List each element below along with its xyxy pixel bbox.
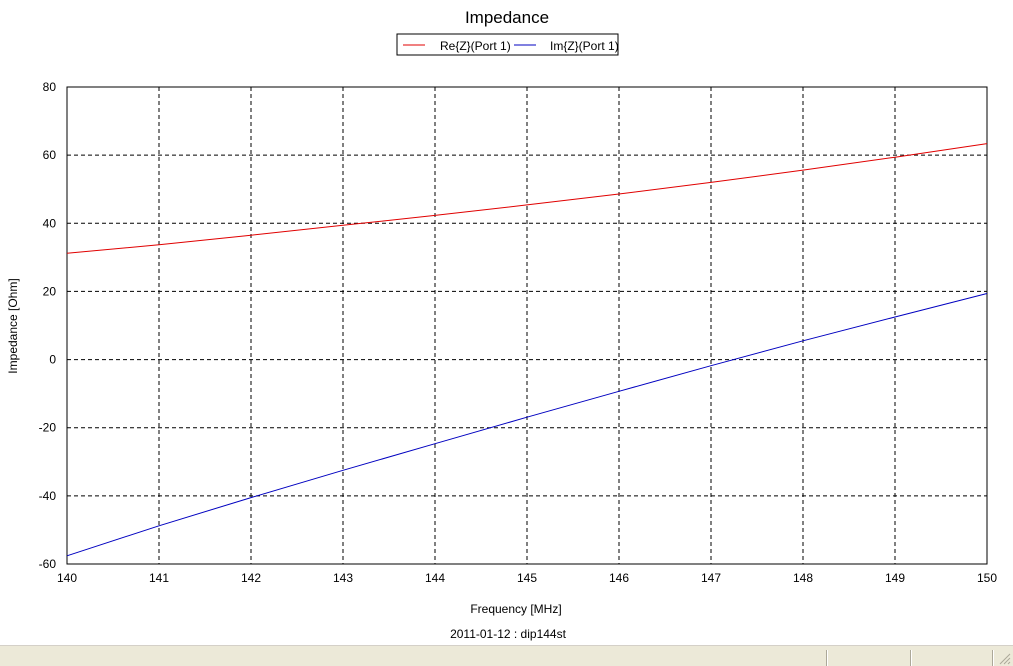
y-tick-label: -40 <box>39 489 57 503</box>
legend-label-im: Im{Z}(Port 1) <box>550 39 619 53</box>
x-tick-labels: 140 141 142 143 144 145 146 147 148 149 150 <box>57 571 997 585</box>
legend-box <box>396 33 619 56</box>
series-line-re <box>66 143 988 254</box>
x-tick-label: 142 <box>241 571 261 585</box>
x-tick-label: 140 <box>57 571 77 585</box>
y-tick-label: 0 <box>49 353 56 367</box>
y-tick-label: 80 <box>43 80 57 94</box>
y-axis-label: Impedance [Ohm] <box>6 278 20 373</box>
y-tick-label: -60 <box>39 557 57 571</box>
chart-background <box>0 0 1013 645</box>
grid-lines <box>67 87 987 564</box>
status-bar <box>0 645 1013 666</box>
resize-grip-icon[interactable] <box>999 653 1011 665</box>
x-tick-label: 145 <box>517 571 537 585</box>
y-tick-label: 40 <box>43 216 57 230</box>
series-lines <box>66 143 988 557</box>
series-line-im <box>66 293 988 557</box>
chart-footer-caption: 2011-01-12 : dip144st <box>450 627 567 641</box>
y-tick-label: 20 <box>43 284 57 298</box>
status-divider <box>910 650 912 666</box>
y-tick-label: -20 <box>39 421 57 435</box>
x-tick-label: 141 <box>149 571 169 585</box>
chart-canvas: Impedance Re{Z}(Port 1) Im{Z}(Port 1) 14… <box>0 0 1013 645</box>
status-divider <box>826 650 828 666</box>
plot-frame <box>66 86 988 565</box>
x-tick-label: 148 <box>793 571 813 585</box>
x-tick-label: 150 <box>977 571 997 585</box>
status-divider <box>992 650 994 666</box>
x-tick-label: 146 <box>609 571 629 585</box>
x-tick-label: 143 <box>333 571 353 585</box>
legend: Re{Z}(Port 1) Im{Z}(Port 1) <box>396 33 619 56</box>
x-tick-label: 144 <box>425 571 445 585</box>
y-tick-labels: 80 60 40 20 0 -20 -40 -60 <box>39 80 57 571</box>
legend-label-re: Re{Z}(Port 1) <box>440 39 511 53</box>
x-axis-label: Frequency [MHz] <box>470 602 561 616</box>
y-tick-label: 60 <box>43 148 57 162</box>
x-tick-label: 149 <box>885 571 905 585</box>
chart-title: Impedance <box>465 8 549 27</box>
x-tick-label: 147 <box>701 571 721 585</box>
